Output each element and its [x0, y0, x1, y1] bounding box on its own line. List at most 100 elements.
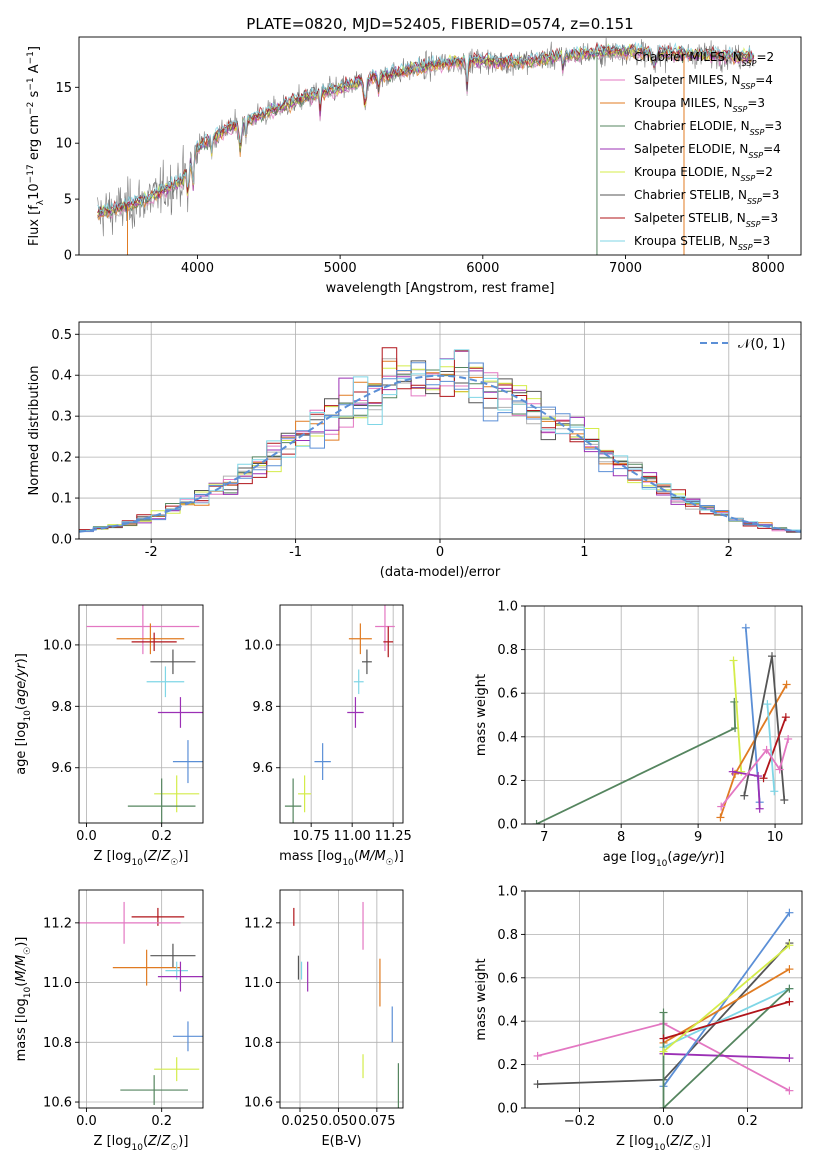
errorbar-point: [353, 669, 364, 695]
mass-weight-line: [536, 701, 737, 824]
errorbar-point: [375, 605, 395, 652]
residual-histogram-step: [79, 349, 801, 532]
errorbar-point: [362, 649, 372, 675]
residual-histogram-step: [79, 362, 801, 532]
y-tick-label: 11.0: [43, 976, 72, 991]
x-tick-label: 0.0: [76, 1114, 97, 1129]
x-tick-label: 8: [617, 830, 625, 845]
axes-decor: 0.0 0.2 9.6 9.8 10.0 Z [log10(Z/Z☉)] age [log1…: [14, 604, 204, 868]
y-tick-label: 0.4: [497, 1015, 518, 1030]
y-tick-label: 11.2: [43, 916, 72, 931]
y-tick-label: 11.0: [244, 976, 273, 991]
plus-marker: [785, 908, 794, 917]
y-tick-label: 0.0: [51, 533, 72, 548]
x-tick-label: 7: [540, 830, 548, 845]
y-tick-label: 10.0: [43, 638, 72, 653]
errorbar-point: [347, 697, 364, 728]
errorbar-point: [284, 778, 302, 823]
plus-marker: [659, 1034, 668, 1043]
y-tick-label: 1.0: [497, 600, 518, 615]
axes-frame: [524, 605, 803, 825]
grid-lines: [280, 890, 403, 1108]
y-tick-label: 0.2: [497, 1058, 518, 1073]
y-tick-label: 10.8: [244, 1036, 273, 1051]
x-tick-label: 8000: [752, 261, 785, 276]
x-axis-label: Z [log10(Z/Z☉)]: [94, 1134, 189, 1153]
plus-marker: [785, 941, 794, 950]
plus-marker: [785, 965, 794, 974]
plus-marker: [763, 700, 772, 709]
model-spectrum-line: [97, 41, 755, 214]
observed-spectrum-line: [97, 37, 755, 237]
x-axis-label: age [log10(age/yr)]: [603, 850, 725, 869]
errorbar-point: [298, 775, 312, 813]
errorbar-point: [172, 1021, 203, 1052]
axes-decor: −0.2 0.0 0.2 0.0 0.2 0.4 0.6 0.8 1.0 Z [log10(Z/Z…: [474, 885, 803, 1153]
panel-spectrum: 4000 5000 6000 7000 8000 0 5 10 15 wavelength [An…: [26, 36, 802, 296]
mass-weight-line: [744, 627, 761, 803]
y-tick-label: 10.8: [43, 1036, 72, 1051]
legend-entry: Kroupa STELIB, NSSP=3: [634, 234, 770, 252]
x-tick-label: 2: [725, 545, 733, 560]
errorbar-point: [120, 1075, 188, 1106]
x-tick-label: 1: [580, 545, 588, 560]
errorbar-point: [348, 623, 372, 655]
errorbar-point: [154, 1057, 200, 1082]
x-tick-label: 0.2: [151, 829, 172, 844]
panel-age_vs_Z: 0.0 0.2 9.6 9.8 10.0 Z [log10(Z/Z☉)] age [log1…: [14, 604, 204, 868]
legend-entry: Chabrier STELIB, NSSP=3: [634, 188, 779, 206]
y-tick-label: 1.0: [497, 885, 518, 900]
x-tick-label: 0.050: [320, 1114, 357, 1129]
mass-weight-line: [662, 987, 791, 1108]
mass-weight-line: [766, 704, 776, 792]
normal-distribution-curve: [79, 374, 801, 533]
plot-area: [79, 901, 203, 1106]
y-tick-label: 0.4: [497, 730, 518, 745]
x-axis-label: Z [log10(Z/Z☉)]: [94, 849, 189, 868]
plot-area: [293, 901, 399, 1108]
x-tick-label: 6000: [466, 261, 499, 276]
y-tick-label: 0.6: [497, 971, 518, 986]
y-tick-label: 0.0: [497, 818, 518, 833]
plus-marker: [729, 656, 738, 665]
plot-area: [79, 347, 801, 533]
x-axis-label: (data-model)/error: [380, 565, 501, 580]
errorbar-point: [383, 626, 394, 658]
plus-marker: [781, 713, 790, 722]
x-tick-label: 4000: [181, 261, 214, 276]
x-tick-label: 11.25: [375, 829, 412, 844]
errorbar-point: [79, 901, 181, 944]
grid-lines: [79, 890, 203, 1108]
errorbar-point: [86, 605, 200, 655]
errorbar-point: [154, 775, 200, 813]
x-tick-label: 0: [436, 545, 444, 560]
y-tick-label: 0.8: [497, 643, 518, 658]
errorbar-point: [172, 740, 203, 784]
residual-histogram-step: [79, 347, 801, 533]
errorbar-point: [146, 666, 185, 698]
errorbar-point: [314, 743, 331, 781]
x-tick-label: -1: [289, 545, 302, 560]
mass-weight-line: [720, 738, 790, 808]
plot-area: [532, 623, 793, 824]
plus-marker: [775, 765, 784, 774]
mass-weight-line: [663, 1000, 790, 1040]
y-tick-label: 0.6: [497, 687, 518, 702]
x-tick-label: 7000: [609, 261, 642, 276]
plus-marker: [659, 1104, 668, 1108]
y-tick-label: 10.6: [244, 1096, 273, 1111]
plot-area: [86, 605, 203, 823]
mass-weight-line: [663, 1052, 790, 1059]
y-axis-label: mass weight: [474, 958, 489, 1040]
plus-marker: [785, 1054, 794, 1063]
errorbar-point: [157, 961, 203, 992]
axes-decor: 0.0 0.2 10.6 10.8 11.0 11.2 Z [log10(Z/Z☉)] mas…: [14, 889, 204, 1153]
legend-entry: Kroupa MILES, NSSP=3: [634, 96, 765, 114]
plus-marker: [785, 984, 794, 993]
y-tick-label: 10.6: [43, 1096, 72, 1111]
plus-marker: [716, 813, 725, 822]
figure-title: PLATE=0820, MJD=52405, FIBERID=0574, z=0…: [246, 15, 633, 33]
y-tick-label: 9.8: [252, 700, 273, 715]
panel-mass_vs_Z: 0.0 0.2 10.6 10.8 11.0 11.2 Z [log10(Z/Z☉)] mas…: [14, 889, 204, 1153]
legend-entry: Salpeter ELODIE, NSSP=4: [634, 142, 781, 160]
